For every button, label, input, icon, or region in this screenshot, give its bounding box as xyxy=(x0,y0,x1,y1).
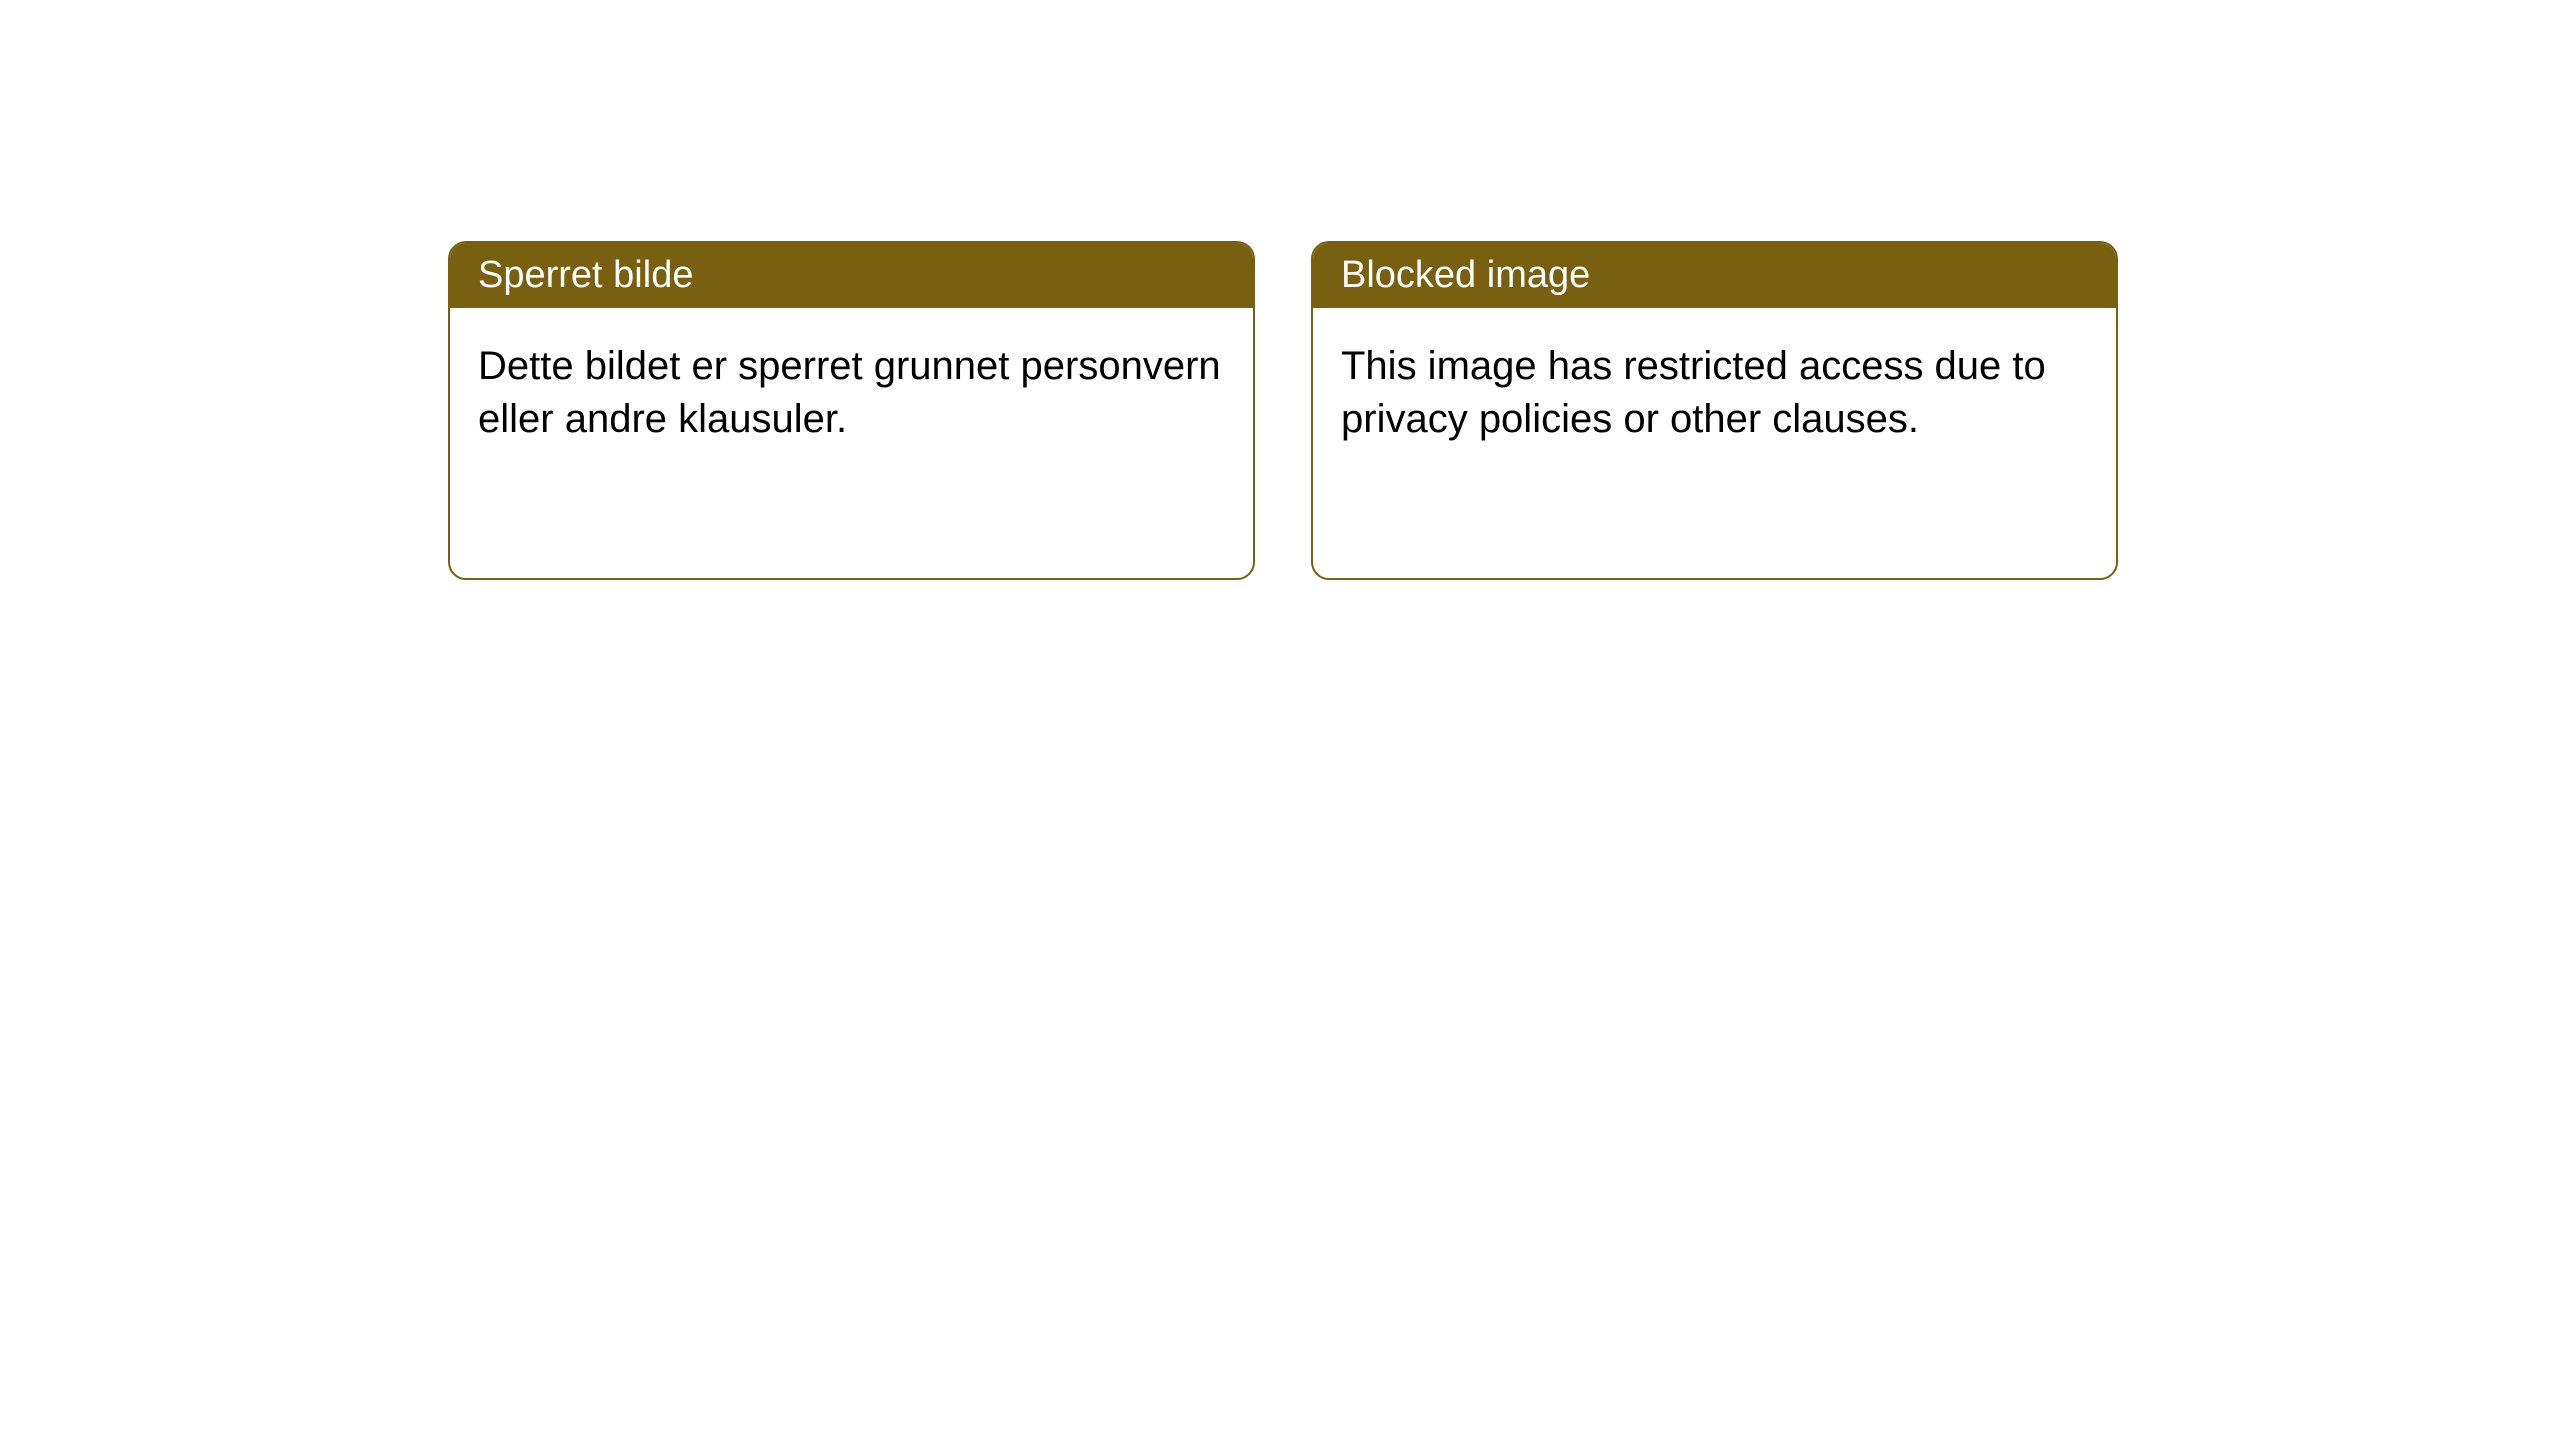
notice-card-body: This image has restricted access due to … xyxy=(1313,308,2116,578)
notice-card-english: Blocked image This image has restricted … xyxy=(1311,241,2118,580)
notice-card-title: Blocked image xyxy=(1313,243,2116,308)
notice-card-body: Dette bildet er sperret grunnet personve… xyxy=(450,308,1253,578)
notice-container: Sperret bilde Dette bildet er sperret gr… xyxy=(0,0,2560,580)
notice-card-norwegian: Sperret bilde Dette bildet er sperret gr… xyxy=(448,241,1255,580)
notice-card-title: Sperret bilde xyxy=(450,243,1253,308)
